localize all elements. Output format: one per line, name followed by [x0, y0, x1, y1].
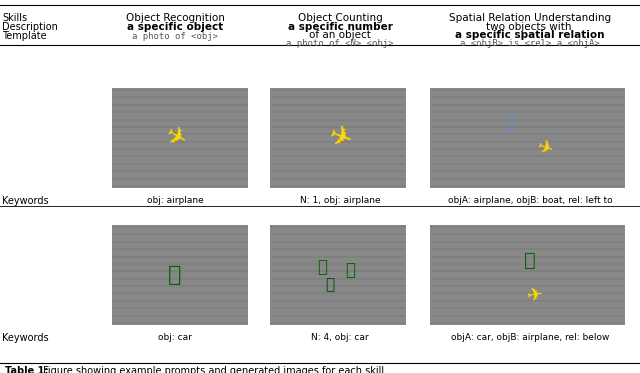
Text: 🚗: 🚗: [345, 261, 355, 279]
Text: of an object: of an object: [309, 31, 371, 41]
Text: objA: airplane, objB: boat, rel: left to: objA: airplane, objB: boat, rel: left to: [448, 196, 612, 205]
Text: a <objB> is <rel> a <objA>: a <objB> is <rel> a <objA>: [460, 39, 600, 48]
FancyBboxPatch shape: [270, 88, 406, 188]
Text: 🚗: 🚗: [317, 258, 327, 276]
Text: Spatial Relation Understanding: Spatial Relation Understanding: [449, 13, 611, 23]
Text: a specific number: a specific number: [287, 22, 392, 32]
Text: ✈: ✈: [324, 121, 356, 155]
Text: Object Counting: Object Counting: [298, 13, 382, 23]
Text: obj: airplane: obj: airplane: [147, 196, 204, 205]
Text: Keywords: Keywords: [2, 333, 49, 343]
FancyBboxPatch shape: [270, 225, 406, 325]
Text: Object Recognition: Object Recognition: [125, 13, 225, 23]
FancyBboxPatch shape: [430, 88, 625, 188]
Text: obj: car: obj: car: [158, 333, 192, 342]
Text: 🚗: 🚗: [325, 278, 335, 292]
Text: a photo of <obj>: a photo of <obj>: [132, 32, 218, 41]
Text: Skills: Skills: [2, 13, 27, 23]
Text: two objects with: two objects with: [486, 22, 574, 32]
FancyBboxPatch shape: [112, 88, 248, 188]
Text: 🚗: 🚗: [524, 251, 536, 270]
Text: 🚗: 🚗: [168, 265, 182, 285]
FancyBboxPatch shape: [112, 225, 248, 325]
Text: ⛵: ⛵: [506, 116, 514, 130]
Text: N: 4, obj: car: N: 4, obj: car: [311, 333, 369, 342]
Text: Keywords: Keywords: [2, 196, 49, 206]
Text: Figure showing example prompts and generated images for each skill.: Figure showing example prompts and gener…: [43, 366, 387, 373]
Text: Description: Description: [2, 22, 58, 32]
Text: Template: Template: [2, 31, 47, 41]
Text: a specific object: a specific object: [127, 22, 223, 32]
Text: a specific spatial relation: a specific spatial relation: [455, 31, 605, 41]
Text: ✈: ✈: [534, 136, 556, 160]
Text: objA: car, objB: airplane, rel: below: objA: car, objB: airplane, rel: below: [451, 333, 609, 342]
FancyBboxPatch shape: [430, 225, 625, 325]
Text: ✈: ✈: [525, 284, 545, 306]
Text: Table 1:: Table 1:: [5, 366, 49, 373]
Text: a photo of <N> <obj>: a photo of <N> <obj>: [286, 39, 394, 48]
Text: N: 1, obj: airplane: N: 1, obj: airplane: [300, 196, 380, 205]
Text: ✈: ✈: [160, 122, 190, 154]
